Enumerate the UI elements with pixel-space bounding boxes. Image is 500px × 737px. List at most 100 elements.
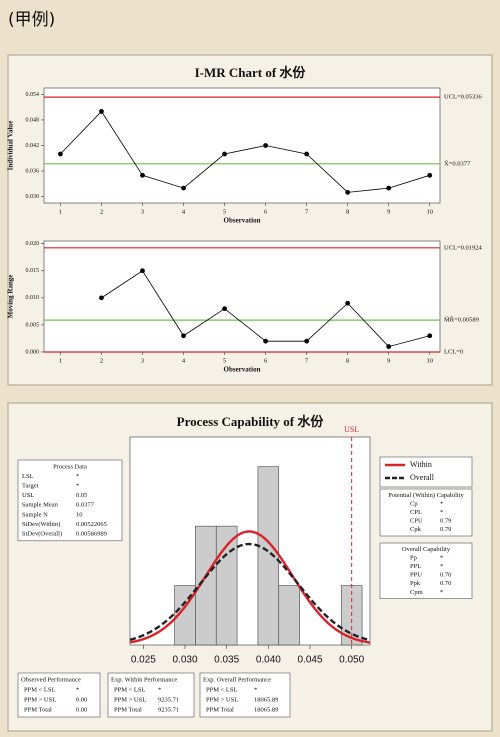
table-value: 9235.71 [158,696,179,703]
table-label: LSL [22,473,34,480]
data-point [386,344,392,349]
table-label: PPM Total [114,706,142,713]
x-tick-label: 7 [305,357,309,364]
table-value: 0.70 [440,572,451,579]
x-tick-label: 0.025 [131,655,156,666]
table-label: StDev(Within) [22,521,60,528]
data-point [345,189,351,195]
plot-area [43,240,441,353]
table-value: * [158,686,161,693]
table-label: Cpk [410,526,422,533]
table-value: * [76,686,79,693]
table-value: * [440,589,443,596]
table-title: Observed Performance [21,676,81,683]
x-tick-label: 3 [141,208,144,215]
table-value: 0.00586989 [76,530,107,537]
table-value: 10 [76,511,83,518]
x-tick-label: 6 [264,357,268,364]
table-label: Target [22,482,39,489]
table-value: * [440,554,443,561]
table-label: PPM Total [206,706,234,713]
y-axis-title: Moving Range [7,275,15,319]
x-axis-title: Observation [224,217,261,225]
table-value: 0.00522065 [76,521,107,528]
table-value: 0.70 [440,580,451,587]
reference-label: UCL=0.05336 [444,94,483,101]
table-label: Cpm [410,589,423,596]
y-tick-label: 0.036 [26,168,40,174]
x-tick-label: 5 [223,208,226,215]
data-point [427,172,433,178]
table-label: PPM < LSL [206,686,238,693]
x-tick-label: 3 [141,357,144,364]
x-tick-label: 0.050 [339,655,364,666]
reference-label: LCL=0 [444,348,463,355]
y-tick-label: 0.015 [26,268,40,274]
table-value: * [76,473,79,480]
fit-curve [129,542,371,642]
table-label: Sample Mean [22,502,59,509]
y-tick-label: 0.030 [26,194,40,200]
table-label: PPM < LSL [114,686,146,693]
x-tick-label: 8 [346,357,349,364]
chart-title: Process Capability of 水份 [177,414,325,429]
x-tick-label: 5 [223,357,226,364]
table-box [17,459,123,542]
table-label: PPM > USL [206,696,238,703]
table-value: * [440,509,443,516]
table-value: 9235.71 [158,706,179,713]
table-box [379,488,473,537]
reference-label: M̄R̄=0.00589 [444,316,479,323]
table-value: 0.0377 [76,502,95,509]
table-label: PPM < LSL [24,686,56,693]
table-value: 0.00 [76,706,87,713]
x-tick-label: 1 [59,208,62,215]
table-title: Potential (Within) Capability [388,492,464,499]
table-value: * [440,500,443,507]
y-tick-label: 0.000 [26,349,40,355]
table-label: PPM > USL [114,696,146,703]
y-tick-label: 0.042 [26,143,40,149]
data-point [140,268,145,274]
plot-area [43,87,441,204]
reference-label: X̄=0.0377 [444,160,471,167]
y-axis-title: Individual Value [7,121,15,171]
table-label: USL [22,492,34,499]
table-label: PPM > USL [24,696,56,703]
page-title: (甲例) [8,10,55,30]
x-tick-label: 10 [426,357,433,364]
table-title: Overall Capability [402,546,451,553]
table-title: Exp. Overall Performance [203,676,271,683]
data-point [222,151,227,157]
table-label: PPU [410,572,422,579]
table-label: Sample N [22,511,48,518]
y-tick-label: 0.054 [26,92,40,98]
x-tick-label: 10 [426,208,433,215]
data-point [99,109,104,114]
data-point [427,333,433,339]
plot-area [129,436,371,646]
data-point [304,338,310,344]
data-point [345,300,351,306]
y-tick-label: 0.010 [26,295,40,301]
table-box [107,672,195,718]
x-tick-label: 4 [182,357,186,364]
table-value: 0.00 [76,696,87,703]
table-value: 18065.89 [254,696,278,703]
legend-label: Overall [410,473,435,482]
table-value: * [76,482,79,489]
x-tick-label: 4 [182,208,186,215]
reference-label: UCL=0.01924 [444,244,483,251]
x-tick-label: 6 [264,208,268,215]
table-box [379,542,473,599]
chart-title: I-MR Chart of 水份 [195,65,307,80]
x-tick-label: 0.030 [172,655,197,666]
table-label: Pp [410,554,417,561]
legend-label: Within [410,460,432,469]
table-value: * [254,686,257,693]
x-tick-label: 0.040 [256,655,281,666]
data-point [263,338,268,344]
x-tick-label: 7 [305,208,309,215]
